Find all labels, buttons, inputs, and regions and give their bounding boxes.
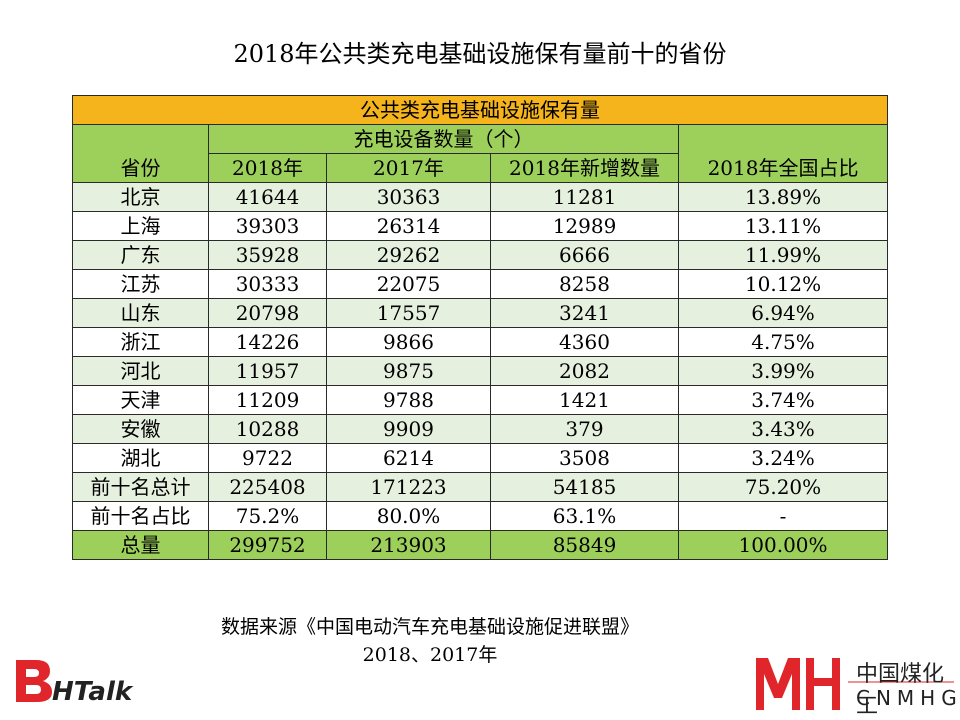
table-cell: 11209 (208, 385, 327, 415)
table-row: 前十名总计 225408 171223 54185 75.20% (72, 472, 889, 502)
table-cell: 3.43% (677, 414, 889, 444)
table-cell: 22075 (326, 269, 491, 299)
table-cell: 10.12% (677, 269, 889, 299)
table-cell: 12989 (490, 211, 679, 241)
table-cell: 26314 (326, 211, 491, 241)
group-header: 公共类充电基础设施保有量 (71, 95, 889, 125)
count-header: 充电设备数量（个） (208, 124, 679, 154)
table-cell: 6214 (326, 443, 491, 473)
row-label-cell: 上海 (72, 211, 209, 241)
province-header: 省份 (72, 124, 209, 183)
source-line-1: 数据来源《中国电动汽车充电基础设施促进联盟》 (220, 616, 639, 638)
table-cell: 80.0% (326, 501, 491, 531)
row-label-cell: 天津 (72, 385, 209, 415)
row-label-cell: 前十名占比 (72, 501, 209, 531)
table-row: 浙江 14226 9866 4360 4.75% (72, 327, 889, 357)
row-label-cell: 前十名总计 (72, 472, 209, 502)
subheader-2018: 2018年 (208, 153, 327, 183)
table-cell: 6.94% (677, 298, 889, 328)
table-cell: 75.2% (208, 501, 327, 531)
table-row: 天津 11209 9788 1421 3.74% (72, 385, 889, 415)
htalk-logo-text: HTalk (52, 677, 134, 706)
table-cell: 54185 (490, 472, 679, 502)
table-cell: 1421 (490, 385, 679, 415)
table-row: 山东 20798 17557 3241 6.94% (72, 298, 889, 328)
table-cell: 10288 (208, 414, 327, 444)
subheader-2017: 2017年 (326, 153, 491, 183)
total-row: 总量 299752 213903 85849 100.00% (72, 530, 889, 560)
table-cell: 8258 (490, 269, 679, 299)
table-cell: 213903 (326, 530, 491, 560)
row-label-cell: 河北 (72, 356, 209, 386)
table-cell: 29262 (326, 240, 491, 270)
table-cell: 13.89% (677, 182, 889, 212)
table-row: 北京 41644 30363 11281 13.89% (72, 182, 889, 212)
table-cell: 30333 (208, 269, 327, 299)
row-label-cell: 北京 (72, 182, 209, 212)
table-row: 广东 35928 29262 6666 11.99% (72, 240, 889, 270)
table-cell: - (677, 501, 889, 531)
table-cell: 2082 (490, 356, 679, 386)
table-cell: 9866 (326, 327, 491, 357)
table-cell: 100.00% (677, 530, 889, 560)
table-row: 湖北 9722 6214 3508 3.24% (72, 443, 889, 473)
table-row: 江苏 30333 22075 8258 10.12% (72, 269, 889, 299)
cnmhg-logo (756, 658, 954, 710)
row-label-cell: 浙江 (72, 327, 209, 357)
table-cell: 171223 (326, 472, 491, 502)
row-label-cell: 广东 (72, 240, 209, 270)
share-header: 2018年全国占比 (677, 124, 889, 183)
cnmhg-logo-en-text: CNMHG (856, 686, 960, 710)
row-label-cell: 湖北 (72, 443, 209, 473)
table-row: 河北 11957 9875 2082 3.99% (72, 356, 889, 386)
table-cell: 3.24% (677, 443, 889, 473)
table-cell: 13.11% (677, 211, 889, 241)
table-cell: 9788 (326, 385, 491, 415)
table-cell: 3508 (490, 443, 679, 473)
table-row: 上海 39303 26314 12989 13.11% (72, 211, 889, 241)
table-cell: 3.74% (677, 385, 889, 415)
table-cell: 9875 (326, 356, 491, 386)
table-cell: 4.75% (677, 327, 889, 357)
table-cell: 17557 (326, 298, 491, 328)
table-cell: 75.20% (677, 472, 889, 502)
htalk-logo: HTalk (16, 660, 134, 706)
table-cell: 299752 (208, 530, 327, 560)
table-cell: 39303 (208, 211, 327, 241)
data-table: 公共类充电基础设施保有量 省份 充电设备数量（个） 2018年全国占比 2018… (71, 95, 889, 560)
table-cell: 6666 (490, 240, 679, 270)
table-cell: 9722 (208, 443, 327, 473)
table-cell: 3.99% (677, 356, 889, 386)
row-label-cell: 江苏 (72, 269, 209, 299)
table-cell: 63.1% (490, 501, 679, 531)
table-cell: 41644 (208, 182, 327, 212)
table-row: 前十名占比 75.2% 80.0% 63.1% - (72, 501, 889, 531)
table-cell: 14226 (208, 327, 327, 357)
subheader-new-2018: 2018年新增数量 (490, 153, 679, 183)
table-cell: 30363 (326, 182, 491, 212)
table-cell: 11281 (490, 182, 679, 212)
row-label-cell: 安徽 (72, 414, 209, 444)
page-title: 2018年公共类充电基础设施保有量前十的省份 (233, 40, 727, 68)
table-cell: 379 (490, 414, 679, 444)
table-cell: 3241 (490, 298, 679, 328)
table-cell: 11957 (208, 356, 327, 386)
table-cell: 85849 (490, 530, 679, 560)
table-cell: 20798 (208, 298, 327, 328)
cnmhg-logo-cn-text: 中国煤化工 (856, 662, 945, 719)
table-row: 安徽 10288 9909 379 3.43% (72, 414, 889, 444)
table-cell: 35928 (208, 240, 327, 270)
row-label-cell: 山东 (72, 298, 209, 328)
table-cell: 11.99% (677, 240, 889, 270)
row-label-cell: 总量 (72, 530, 209, 560)
table-cell: 4360 (490, 327, 679, 357)
table-cell: 9909 (326, 414, 491, 444)
table-cell: 225408 (208, 472, 327, 502)
source-line-2: 2018、2017年 (362, 644, 498, 666)
